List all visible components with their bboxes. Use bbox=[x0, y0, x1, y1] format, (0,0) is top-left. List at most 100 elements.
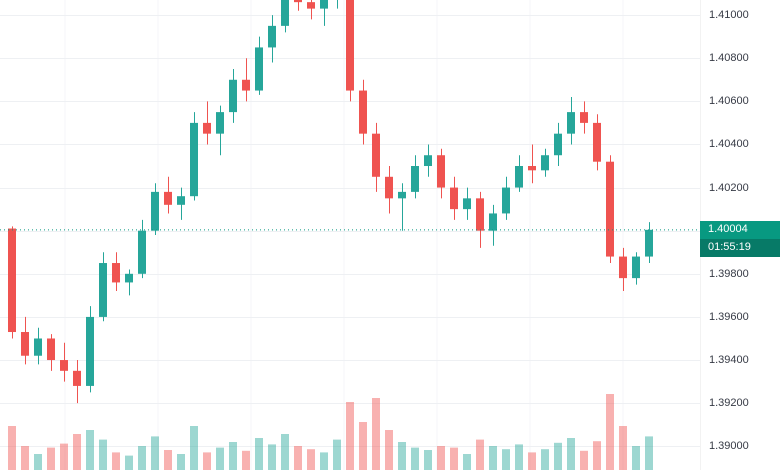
candle bbox=[216, 105, 224, 156]
volume-bar bbox=[593, 441, 601, 470]
candle-body bbox=[346, 0, 354, 91]
volume-bar bbox=[424, 450, 432, 470]
volume-bar bbox=[502, 449, 510, 470]
volume-bar bbox=[385, 430, 393, 470]
candle bbox=[411, 155, 419, 199]
candle-body bbox=[281, 0, 289, 26]
candle bbox=[515, 155, 523, 192]
candle-body bbox=[463, 198, 471, 210]
candle bbox=[528, 144, 536, 184]
volume-bar bbox=[34, 454, 42, 470]
volume-bar bbox=[164, 450, 172, 470]
candle-body bbox=[398, 191, 406, 199]
candle-body bbox=[567, 112, 575, 134]
candle bbox=[554, 122, 562, 167]
price-axis-label: 1.39800 bbox=[709, 267, 749, 280]
volume-bar bbox=[86, 430, 94, 470]
volume-bar bbox=[411, 447, 419, 470]
candle bbox=[164, 176, 172, 214]
current-price-badge: 1.40004 01:55:19 bbox=[700, 220, 780, 257]
candle-countdown-timer: 01:55:19 bbox=[700, 238, 780, 257]
price-axis-label: 1.40400 bbox=[709, 138, 749, 151]
grid-layer bbox=[0, 15, 700, 447]
price-axis-label: 1.39000 bbox=[709, 440, 749, 453]
candle bbox=[580, 101, 588, 134]
candle-body bbox=[320, 0, 328, 9]
candle bbox=[255, 36, 263, 95]
volume-bar bbox=[346, 402, 354, 470]
volume-bar bbox=[437, 446, 445, 470]
candle-body bbox=[528, 166, 536, 171]
candle-body bbox=[164, 191, 172, 205]
candle bbox=[138, 219, 146, 279]
candle-body bbox=[502, 187, 510, 214]
candle-body bbox=[606, 161, 614, 257]
price-axis-label: 1.39400 bbox=[709, 354, 749, 367]
volume-bar bbox=[8, 426, 16, 470]
candle-body bbox=[34, 338, 42, 356]
candle-body bbox=[632, 256, 640, 279]
candle bbox=[606, 155, 614, 264]
volume-bar bbox=[320, 452, 328, 470]
candle-body bbox=[489, 213, 497, 231]
volume-bar bbox=[619, 426, 627, 470]
candle bbox=[112, 252, 120, 292]
volume-bar bbox=[138, 446, 146, 470]
candle-body bbox=[424, 155, 432, 167]
candle bbox=[294, 0, 302, 11]
candle bbox=[307, 0, 315, 20]
volume-bar bbox=[554, 442, 562, 470]
candle-body bbox=[450, 187, 458, 210]
candle bbox=[34, 327, 42, 365]
volume-bar bbox=[541, 449, 549, 470]
volume-bar bbox=[528, 452, 536, 470]
volume-bar bbox=[463, 454, 471, 470]
candle-body bbox=[359, 90, 367, 134]
candle-body bbox=[645, 229, 653, 257]
candle bbox=[450, 176, 458, 220]
candle-body bbox=[21, 332, 29, 356]
candle bbox=[567, 97, 575, 145]
candle-body bbox=[125, 273, 133, 283]
volume-bar bbox=[229, 442, 237, 470]
candle-body bbox=[385, 176, 393, 199]
candle-layer bbox=[8, 0, 653, 404]
price-axis-label: 1.39600 bbox=[709, 310, 749, 323]
candle bbox=[73, 360, 81, 404]
candle-body bbox=[411, 166, 419, 192]
candle bbox=[86, 306, 94, 393]
candle bbox=[203, 101, 211, 145]
candle bbox=[229, 68, 237, 123]
price-axis[interactable]: 1.41000 1.40800 1.40600 1.40400 1.40200 1.398… bbox=[700, 0, 780, 470]
candle bbox=[125, 269, 133, 296]
volume-bar bbox=[73, 434, 81, 470]
candle-body bbox=[294, 0, 302, 3]
volume-bar bbox=[307, 449, 315, 470]
candle-body bbox=[242, 79, 250, 91]
candle bbox=[437, 148, 445, 199]
candle-body bbox=[112, 263, 120, 283]
candle-body bbox=[437, 155, 445, 188]
price-axis-label: 1.39200 bbox=[709, 397, 749, 410]
volume-bar bbox=[567, 438, 575, 470]
candle bbox=[177, 187, 185, 220]
candle-body bbox=[541, 155, 549, 171]
candle bbox=[424, 144, 432, 177]
candle-body bbox=[229, 79, 237, 113]
candle-body bbox=[593, 122, 601, 162]
candle bbox=[619, 247, 627, 292]
volume-bar bbox=[21, 446, 29, 470]
candle bbox=[21, 316, 29, 365]
volume-bar bbox=[476, 439, 484, 470]
candle bbox=[359, 79, 367, 145]
current-price-label: 1.40004 bbox=[700, 220, 780, 239]
price-axis-label: 1.40600 bbox=[709, 95, 749, 108]
volume-bar bbox=[632, 446, 640, 470]
volume-bar bbox=[580, 450, 588, 470]
candle-body bbox=[515, 166, 523, 188]
candle-body bbox=[268, 25, 276, 48]
candle-body bbox=[554, 133, 562, 156]
candle-body bbox=[8, 228, 16, 333]
candle-body bbox=[99, 263, 107, 317]
